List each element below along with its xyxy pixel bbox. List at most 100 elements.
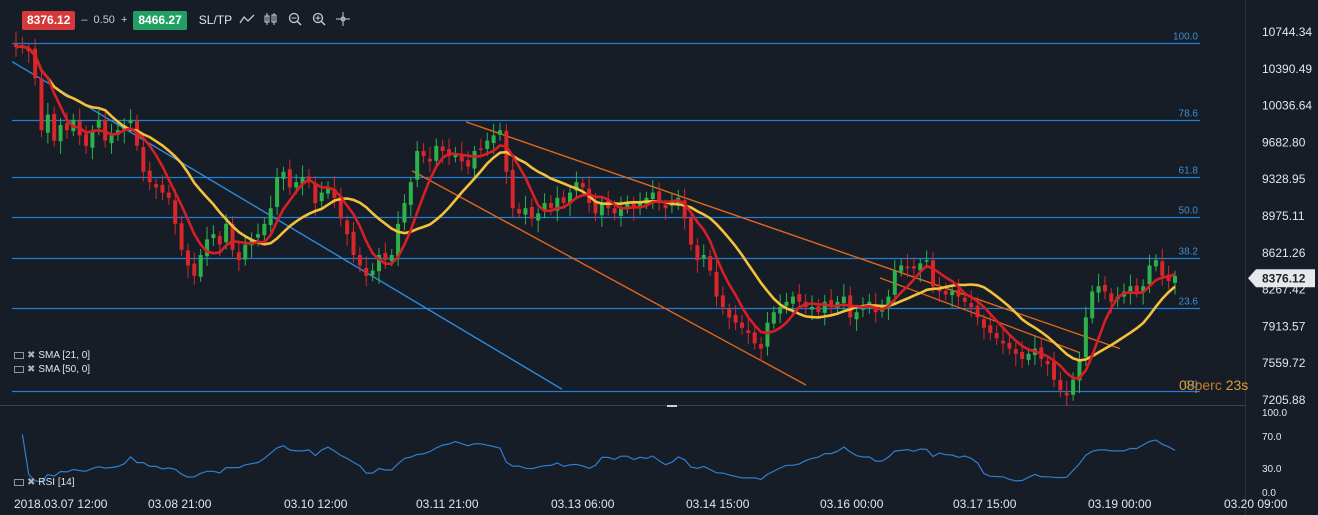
remove-indicator-icon[interactable]: ✖ bbox=[27, 477, 36, 488]
candle-body bbox=[351, 231, 356, 256]
candle-body bbox=[638, 203, 643, 207]
indicator-rsi[interactable]: ✖ RSI [14] bbox=[14, 477, 75, 488]
candle-body bbox=[841, 296, 846, 304]
bid-price[interactable]: 8376.12 bbox=[22, 10, 76, 30]
candle-body bbox=[396, 223, 401, 257]
candle-body bbox=[1071, 379, 1076, 395]
candle-body bbox=[1007, 342, 1012, 349]
candle-body bbox=[860, 307, 865, 310]
pane-resize-handle bbox=[667, 405, 677, 407]
remove-indicator-icon[interactable]: ✖ bbox=[27, 350, 36, 361]
candle-body bbox=[326, 187, 331, 194]
candle-body bbox=[510, 169, 515, 209]
candle-body bbox=[39, 78, 44, 131]
candle-tool-icon[interactable] bbox=[262, 12, 280, 29]
candle-body bbox=[1064, 392, 1069, 396]
x-tick-label: 03.19 00:00 bbox=[1088, 497, 1152, 511]
candle-body bbox=[1058, 379, 1063, 391]
candle-body bbox=[52, 113, 57, 141]
zoom-out-icon[interactable] bbox=[286, 12, 304, 29]
candle-body bbox=[689, 217, 694, 245]
candle-body bbox=[243, 244, 248, 260]
candle-body bbox=[1102, 284, 1107, 292]
blue-trend-line bbox=[11, 60, 563, 390]
channel-line bbox=[879, 277, 1081, 354]
candle-body bbox=[1077, 359, 1082, 381]
candle-body bbox=[612, 208, 617, 214]
candle-body bbox=[160, 184, 165, 193]
candle-body bbox=[650, 192, 655, 200]
candle-body bbox=[714, 271, 719, 297]
y-tick-label: 7913.57 bbox=[1262, 319, 1306, 333]
x-tick-label: 03.14 15:00 bbox=[686, 497, 750, 511]
candle-body bbox=[64, 123, 69, 131]
candle-body bbox=[752, 332, 757, 344]
candle-body bbox=[300, 177, 305, 185]
candle-body bbox=[918, 263, 923, 271]
indicator-settings-icon[interactable] bbox=[14, 366, 24, 373]
candle-body bbox=[931, 260, 936, 287]
candle-body bbox=[618, 208, 623, 216]
sltp-button[interactable]: SL/TP bbox=[198, 13, 233, 27]
candle-body bbox=[746, 330, 751, 334]
y-tick-label: 10744.34 bbox=[1262, 25, 1312, 39]
candle-body bbox=[924, 260, 929, 262]
candle-body bbox=[886, 296, 891, 308]
candle-body bbox=[899, 265, 904, 272]
trend-lines bbox=[11, 60, 1121, 390]
ask-price[interactable]: 8466.27 bbox=[133, 10, 187, 30]
indicator-sma21[interactable]: ✖ SMA [21, 0] bbox=[14, 350, 90, 361]
candle-body bbox=[415, 151, 420, 180]
candle-body bbox=[981, 319, 986, 328]
timer-part: 08 bbox=[1179, 377, 1195, 393]
candle-body bbox=[631, 203, 636, 209]
line-tool-icon[interactable] bbox=[238, 13, 256, 28]
indicator-sma50[interactable]: ✖ SMA [50, 0] bbox=[14, 364, 90, 375]
price-axis[interactable]: 10744.34 10390.49 10036.64 9682.80 9328.95 89… bbox=[1262, 25, 1312, 407]
time-axis[interactable]: 2018.03.07 12:00 03.08 21:00 03.10 12:00 03… bbox=[14, 497, 1288, 511]
candle-body bbox=[173, 200, 178, 224]
candle-timer: 08perc 23s bbox=[1179, 377, 1248, 393]
candle-body bbox=[357, 255, 362, 266]
candle-body bbox=[701, 255, 706, 259]
candle-body bbox=[542, 203, 547, 211]
candle-body bbox=[969, 303, 974, 308]
rsi-line bbox=[21, 434, 1176, 483]
candle-body bbox=[427, 158, 432, 162]
candle-body bbox=[822, 301, 827, 313]
channel-upper-line bbox=[465, 121, 1121, 350]
spread-sign: – bbox=[81, 14, 88, 26]
candle-body bbox=[185, 250, 190, 266]
timer-part: perc bbox=[1194, 377, 1222, 393]
candle-body bbox=[517, 209, 522, 214]
candle-body bbox=[529, 206, 534, 219]
indicator-settings-icon[interactable] bbox=[14, 352, 24, 359]
zoom-in-icon[interactable] bbox=[310, 12, 328, 29]
candle-body bbox=[950, 291, 955, 296]
candle-body bbox=[816, 306, 821, 313]
candles bbox=[14, 31, 1177, 407]
candle-body bbox=[96, 119, 101, 128]
candle-body bbox=[109, 135, 114, 144]
ask-sign: + bbox=[120, 14, 128, 26]
candle-body bbox=[45, 114, 50, 133]
candle-body bbox=[937, 288, 942, 292]
fib-level-label: 100.0 bbox=[1173, 32, 1198, 43]
candle-body bbox=[829, 299, 834, 308]
candle-body bbox=[574, 182, 579, 191]
y-tick-label: 10036.64 bbox=[1262, 99, 1312, 113]
remove-indicator-icon[interactable]: ✖ bbox=[27, 364, 36, 375]
candle-body bbox=[434, 145, 439, 161]
fib-level-label: 23.6 bbox=[1179, 297, 1199, 308]
candle-body bbox=[370, 270, 375, 276]
crosshair-icon[interactable] bbox=[334, 11, 352, 29]
candle-body bbox=[797, 294, 802, 302]
sma21-line bbox=[15, 45, 1176, 380]
candle-body bbox=[739, 322, 744, 328]
candle-body bbox=[389, 255, 394, 262]
candle-body bbox=[663, 204, 668, 209]
candle-body bbox=[1173, 275, 1177, 283]
candle-body bbox=[90, 130, 95, 148]
indicator-settings-icon[interactable] bbox=[14, 479, 24, 486]
